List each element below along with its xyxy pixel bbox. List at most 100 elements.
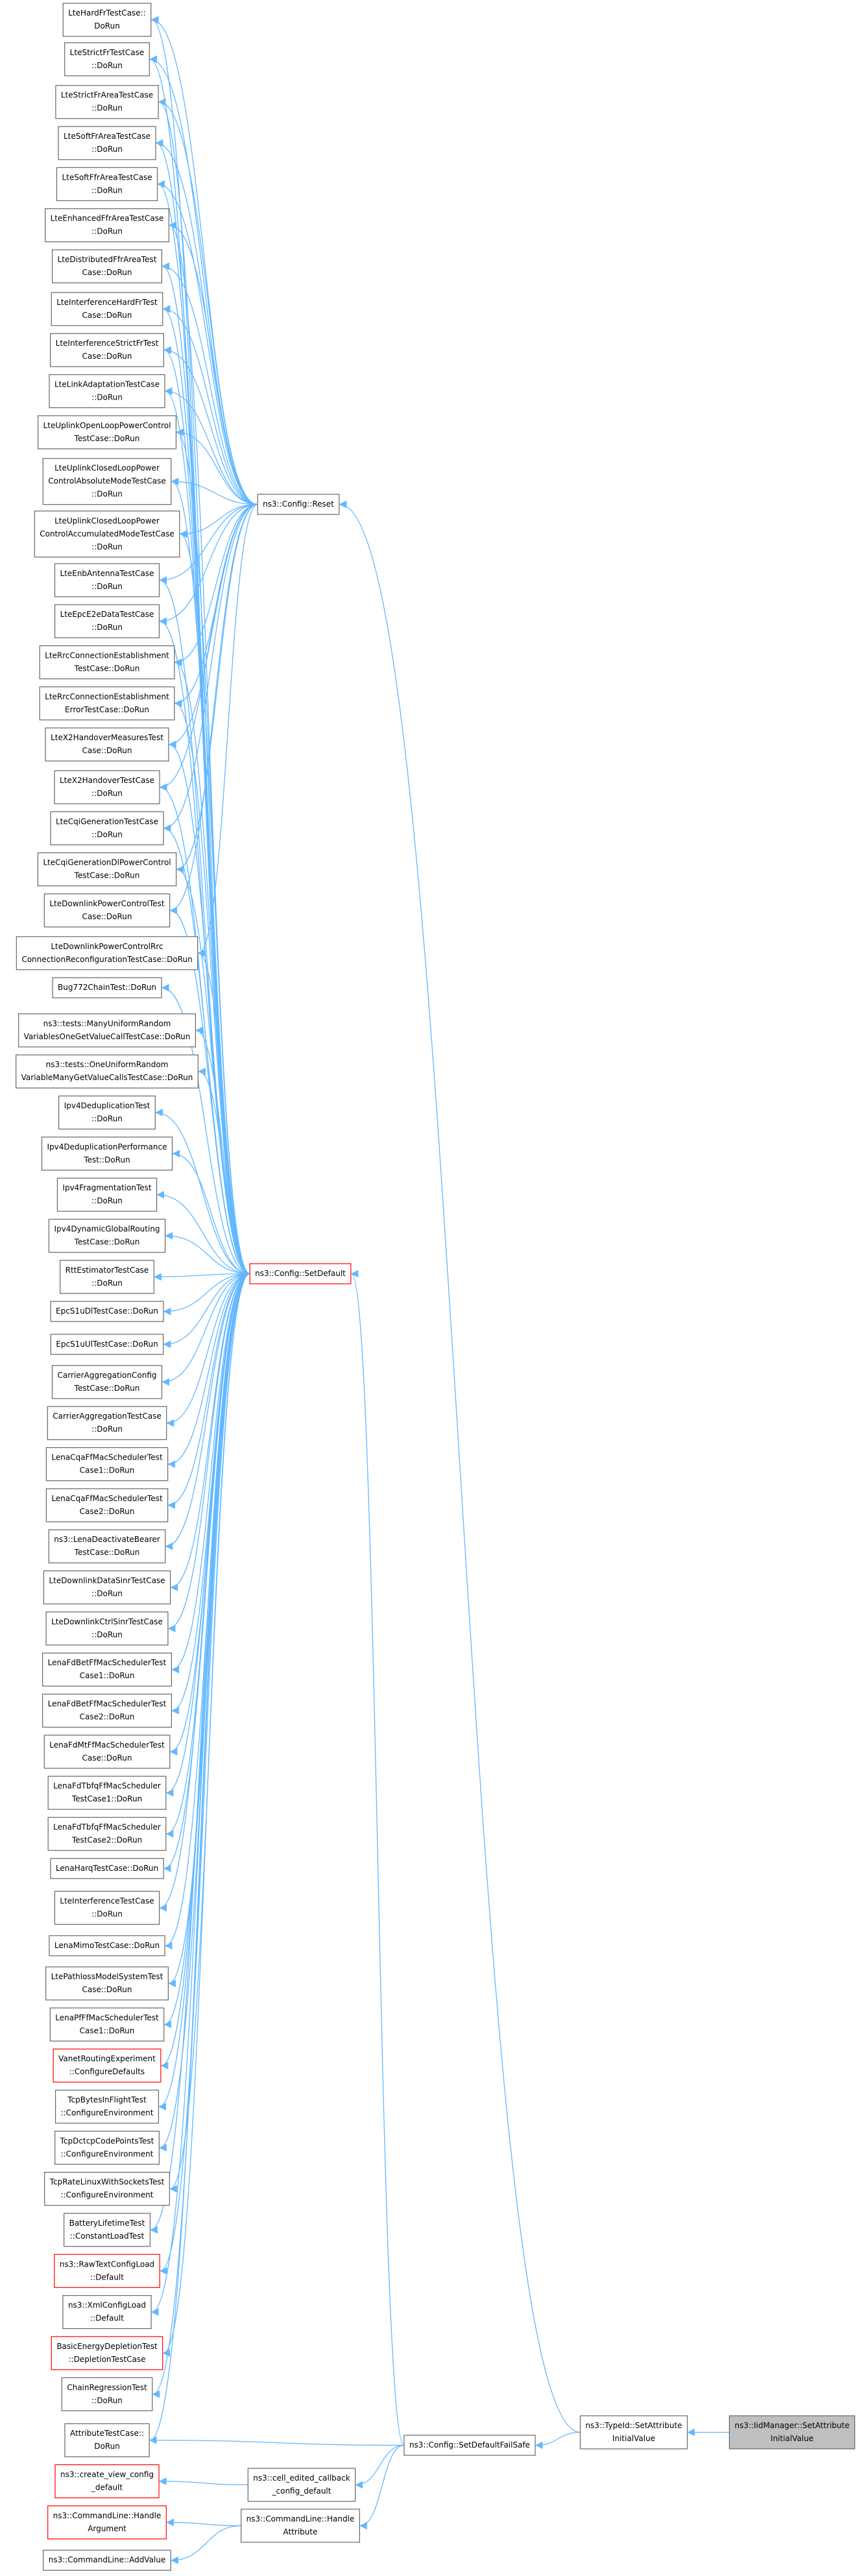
node-box [42, 1652, 172, 1687]
edge [159, 576, 250, 1275]
node: ns3::RawTextConfigLoad::Default [54, 2254, 160, 2288]
edge [172, 1150, 250, 1275]
node-box [50, 1301, 164, 1322]
node-label: ::DepletionTestCase [68, 2355, 145, 2364]
node-box [45, 1611, 169, 1646]
edge [159, 1273, 250, 1912]
node-label: ns3::CommandLine::Handle [53, 2511, 162, 2520]
node: LteDownlinkPowerControlRrc ConnectionReco… [16, 936, 198, 970]
edge [159, 503, 258, 791]
edge [166, 1273, 250, 1427]
node-box [45, 1488, 169, 1523]
node: LteEnhancedFfrAreaTestCase::DoRun [45, 208, 169, 243]
node-box [51, 2336, 163, 2370]
node-label: ns3::IidManager::SetAttribute [734, 2421, 849, 2430]
node-label: Case1::DoRun [80, 1671, 135, 1680]
node-label: LteUplinkClosedLoopPower [54, 516, 160, 525]
edge [164, 387, 250, 1275]
node-label: LenaFdBetFfMacSchedulerTest [48, 1700, 167, 1709]
node: Bug772ChainTest::DoRun [52, 977, 162, 998]
node-box [62, 2295, 152, 2329]
node: CarrierAggregationTestCase::DoRun [47, 1406, 167, 1440]
node-label: Ipv4DeduplicationTest [64, 1101, 150, 1111]
node-label: EpcS1uUlTestCase::DoRun [56, 1340, 158, 1349]
node-label: Case1::DoRun [80, 1466, 135, 1475]
edge [169, 906, 250, 1275]
node: ns3::CommandLine::AddValue [43, 2549, 171, 2571]
edge [171, 1273, 250, 1674]
node-box [60, 1260, 154, 1294]
node: TcpRateLinuxWithSocketsTest::ConfigureEn… [44, 2172, 170, 2206]
edge [163, 1273, 250, 1349]
edge [179, 503, 258, 538]
node-label: _default [91, 2483, 123, 2492]
node-box [47, 2505, 167, 2540]
edge [165, 1232, 250, 1275]
edge [163, 1273, 250, 1316]
node-label: Case::DoRun [82, 746, 132, 755]
node-label: LteCqiGenerationTestCase [56, 817, 158, 826]
edge [159, 503, 258, 625]
node: VanetRoutingExperiment::ConfigureDefault… [53, 2049, 162, 2083]
node: LteRrcConnectionEstablishment ErrorTestCa… [39, 686, 175, 721]
edge [535, 2431, 581, 2450]
node-label: LteUplinkClosedLoopPower [54, 464, 160, 473]
node-label: Case::DoRun [82, 311, 132, 320]
node-box [53, 2049, 162, 2083]
node-label: LteDownlinkPowerControlRrc [51, 942, 163, 951]
node-label: LenaFdBetFfMacSchedulerTest [48, 1658, 167, 1667]
edge [149, 1273, 250, 2444]
node-label: ns3::CommandLine::Handle [247, 2514, 355, 2523]
node-label: ::DoRun [91, 1279, 123, 1288]
node-label: ::DoRun [91, 227, 123, 236]
node-box [403, 2435, 536, 2456]
edge [158, 2477, 248, 2486]
node-box [728, 2415, 856, 2450]
node: TcpBytesInFlightTest::ConfigureEnvironme… [54, 2089, 160, 2124]
node: LteLinkAdaptationTestCase::DoRun [49, 374, 165, 409]
node-box [43, 1735, 171, 1769]
node-box [45, 208, 169, 243]
node-label: LteStrictFrAreaTestCase [61, 91, 153, 100]
node-label: TcpDctcpCodePointsTest [60, 2136, 154, 2145]
edge [166, 2518, 241, 2527]
edge [169, 221, 258, 505]
node: LteCqiGenerationTestCase::DoRun [50, 811, 164, 845]
node-label: LenaCqaFfMacSchedulerTest [51, 1453, 163, 1462]
edge [174, 503, 258, 666]
node-label: VariableManyGetValueCallsTestCase::DoRun [21, 1073, 193, 1082]
edge [163, 503, 258, 832]
node-label: ::DoRun [91, 490, 123, 499]
node-label: _config_default [272, 2486, 331, 2496]
node-label: ::DoRun [91, 830, 123, 839]
node-label: ::DoRun [91, 104, 123, 113]
node-label: Ipv4DeduplicationPerformance [47, 1142, 167, 1151]
node-box [579, 2415, 688, 2450]
node-label: LenaMimoTestCase::DoRun [54, 1941, 160, 1950]
node-label: ::DoRun [91, 393, 123, 402]
node-label: LteRrcConnectionEstablishment [45, 651, 169, 660]
node-label: Case::DoRun [82, 352, 132, 361]
node-box [43, 1570, 171, 1605]
node: LteUplinkClosedLoopPower ControlAbsoluteM… [42, 458, 172, 505]
edge [176, 503, 258, 873]
node-label: Case::DoRun [82, 268, 132, 277]
node-label: ::DoRun [91, 789, 123, 798]
node-label: ControlAbsoluteModeTestCase [48, 477, 166, 486]
node-label: ::DoRun [91, 542, 123, 551]
node-box [241, 2509, 360, 2543]
node-label: Case::DoRun [82, 912, 132, 921]
edge [176, 865, 250, 1275]
edge [171, 477, 258, 505]
edge [150, 1273, 250, 2316]
node-label: ConnectionReconfigurationTestCase::DoRun [21, 955, 192, 964]
node-label: ::DoRun [91, 186, 123, 195]
node-label: VariablesOneGetValueCallTestCase::DoRun [24, 1032, 191, 1041]
node-box [42, 458, 172, 505]
